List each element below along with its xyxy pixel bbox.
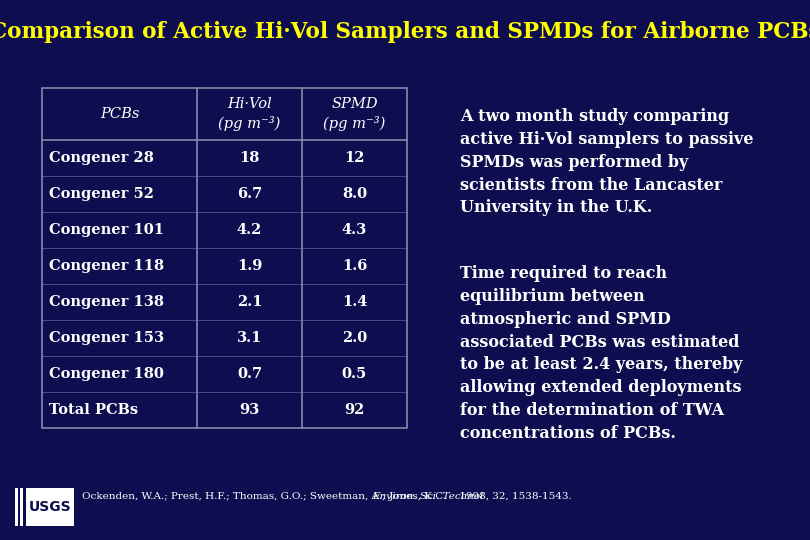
Text: Time required to reach
equilibrium between
atmospheric and SPMD
associated PCBs : Time required to reach equilibrium betwe…: [460, 265, 743, 442]
Text: 3.1: 3.1: [237, 331, 262, 345]
Text: (pg m⁻³): (pg m⁻³): [323, 116, 386, 131]
Text: 4.3: 4.3: [342, 223, 367, 237]
Text: 2.0: 2.0: [342, 331, 367, 345]
Bar: [12, 488, 15, 526]
Text: Congener 101: Congener 101: [49, 223, 164, 237]
Text: Comparison of Active Hi·Vol Samplers and SPMDs for Airborne PCBs: Comparison of Active Hi·Vol Samplers and…: [0, 21, 810, 43]
Text: (pg m⁻³): (pg m⁻³): [219, 116, 281, 131]
Bar: [18, 488, 20, 526]
Bar: [42, 88, 407, 428]
Text: 6.7: 6.7: [237, 187, 262, 201]
Bar: [23, 488, 26, 526]
Text: 0.5: 0.5: [342, 367, 367, 381]
Text: 12: 12: [344, 151, 364, 165]
Text: 1998, 32, 1538-1543.: 1998, 32, 1538-1543.: [457, 492, 572, 501]
Text: Congener 153: Congener 153: [49, 331, 164, 345]
Bar: [15, 488, 18, 526]
Text: 1.4: 1.4: [342, 295, 367, 309]
Text: Congener 180: Congener 180: [49, 367, 164, 381]
Text: SPMD: SPMD: [331, 97, 377, 111]
Text: 1.9: 1.9: [237, 259, 262, 273]
Text: 2.1: 2.1: [237, 295, 262, 309]
Text: 8.0: 8.0: [342, 187, 367, 201]
Text: Hi·Vol: Hi·Vol: [227, 97, 272, 111]
Text: 0.7: 0.7: [237, 367, 262, 381]
Bar: [12, 488, 74, 526]
Text: USGS: USGS: [28, 500, 71, 514]
Bar: [20, 488, 23, 526]
Text: A two month study comparing
active Hi·Vol samplers to passive
SPMDs was performe: A two month study comparing active Hi·Vo…: [460, 108, 753, 217]
Text: PCBs: PCBs: [100, 107, 139, 121]
Text: 4.2: 4.2: [237, 223, 262, 237]
Text: Congener 28: Congener 28: [49, 151, 154, 165]
Text: Congener 138: Congener 138: [49, 295, 164, 309]
Text: Environ. Sci. Technol: Environ. Sci. Technol: [373, 492, 484, 501]
Text: 93: 93: [240, 403, 260, 417]
Text: Congener 118: Congener 118: [49, 259, 164, 273]
Text: Ockenden, W.A.; Prest, H.F.; Thomas, G.O.; Sweetman, A.; Jones, K.C.: Ockenden, W.A.; Prest, H.F.; Thomas, G.O…: [82, 492, 453, 501]
Text: 92: 92: [344, 403, 364, 417]
Text: 1.6: 1.6: [342, 259, 367, 273]
Text: Congener 52: Congener 52: [49, 187, 154, 201]
Text: Total PCBs: Total PCBs: [49, 403, 139, 417]
Text: 18: 18: [239, 151, 260, 165]
